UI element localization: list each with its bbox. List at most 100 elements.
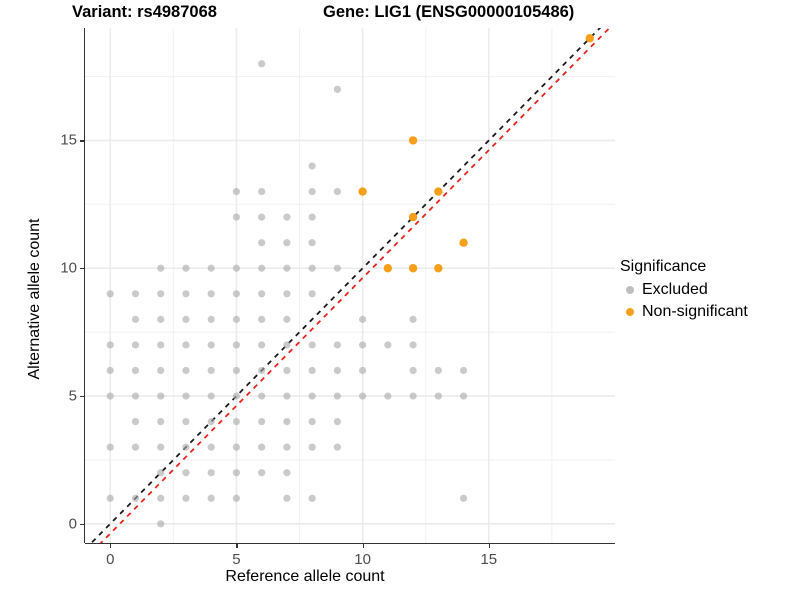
data-point	[434, 392, 442, 400]
figure-title-bar: Variant: rs4987068 Gene: LIG1 (ENSG00000…	[0, 0, 800, 30]
data-point	[384, 341, 392, 349]
data-point	[182, 417, 190, 426]
data-point	[131, 341, 140, 349]
data-point	[258, 213, 266, 221]
data-point	[182, 315, 190, 323]
data-point	[333, 366, 341, 375]
data-point	[258, 239, 266, 247]
legend-dot-icon	[625, 286, 634, 294]
data-point	[258, 341, 266, 349]
y-tick-mark	[80, 396, 85, 398]
data-point	[409, 315, 417, 323]
legend-items: Excluded Non-significant	[620, 279, 795, 323]
data-point	[157, 366, 165, 375]
data-point	[106, 392, 114, 400]
gene-title: Gene: LIG1 (ENSG00000105486)	[323, 3, 575, 21]
data-point	[333, 264, 341, 272]
data-point	[308, 264, 316, 272]
data-point	[232, 417, 241, 426]
legend-item-label: Non-significant	[642, 303, 748, 320]
data-point	[182, 290, 190, 298]
x-tick-mark	[488, 543, 490, 548]
data-point	[283, 239, 291, 247]
x-axis-title: Reference allele count	[225, 568, 385, 585]
data-point	[157, 469, 165, 477]
x-tick-label: 5	[232, 551, 241, 568]
data-point	[459, 238, 468, 247]
data-point	[131, 417, 140, 426]
data-point	[207, 264, 215, 272]
data-point	[258, 60, 266, 68]
data-point	[283, 213, 291, 221]
data-point	[283, 469, 291, 477]
y-axis-line	[84, 28, 86, 543]
data-point	[207, 392, 215, 400]
data-point	[258, 187, 266, 196]
data-point	[157, 264, 165, 272]
data-point	[308, 213, 316, 221]
data-point	[157, 520, 165, 528]
data-point	[384, 392, 392, 400]
y-tick-label: 5	[68, 387, 77, 405]
x-tick-mark	[362, 543, 364, 548]
data-point	[408, 264, 418, 273]
data-point	[131, 366, 140, 375]
data-point	[157, 315, 165, 323]
data-point	[131, 290, 140, 298]
data-point	[207, 443, 215, 451]
data-point	[232, 290, 241, 298]
data-point	[383, 264, 393, 273]
data-point	[308, 392, 316, 400]
data-point	[131, 443, 140, 451]
data-point	[459, 366, 468, 375]
data-point	[308, 417, 316, 426]
data-point	[308, 443, 316, 451]
data-point	[308, 366, 316, 375]
data-point	[333, 417, 341, 426]
data-point	[182, 494, 190, 502]
series-non-significant	[358, 34, 594, 273]
data-point	[182, 469, 190, 477]
x-tick-label: 15	[480, 551, 498, 568]
y-tick-mark	[80, 268, 85, 270]
data-point	[182, 366, 190, 375]
data-point	[459, 494, 468, 502]
data-point	[283, 392, 291, 400]
data-point	[333, 341, 341, 349]
data-point	[283, 417, 291, 426]
x-axis-line	[85, 543, 615, 545]
data-point	[308, 239, 316, 247]
data-point	[207, 366, 215, 375]
data-point	[131, 315, 140, 323]
legend-item-non-significant[interactable]: Non-significant	[620, 301, 795, 323]
data-point	[232, 341, 241, 349]
y-tick-label: 10	[60, 259, 77, 277]
reference-line-fit	[99, 28, 611, 543]
data-point	[283, 341, 291, 349]
gridlines-major	[85, 28, 615, 543]
data-point	[232, 494, 241, 502]
data-point	[333, 85, 341, 93]
x-tick-mark	[236, 543, 238, 548]
y-tick-label: 0	[68, 515, 77, 533]
legend-item-excluded[interactable]: Excluded	[620, 279, 795, 301]
legend-title: Significance	[620, 258, 707, 275]
data-point	[106, 443, 114, 451]
data-point	[258, 392, 266, 400]
legend-item-label: Excluded	[642, 281, 708, 298]
data-point	[308, 290, 316, 298]
data-point	[258, 469, 266, 477]
data-point	[333, 187, 341, 196]
data-point	[131, 392, 140, 400]
data-point	[232, 213, 241, 221]
data-point	[409, 341, 417, 349]
data-point	[258, 417, 266, 426]
data-point	[358, 187, 367, 196]
data-point	[232, 315, 241, 323]
data-point	[409, 366, 417, 375]
data-point	[207, 417, 215, 426]
data-point	[308, 341, 316, 349]
data-point	[157, 417, 165, 426]
data-point	[207, 494, 215, 502]
